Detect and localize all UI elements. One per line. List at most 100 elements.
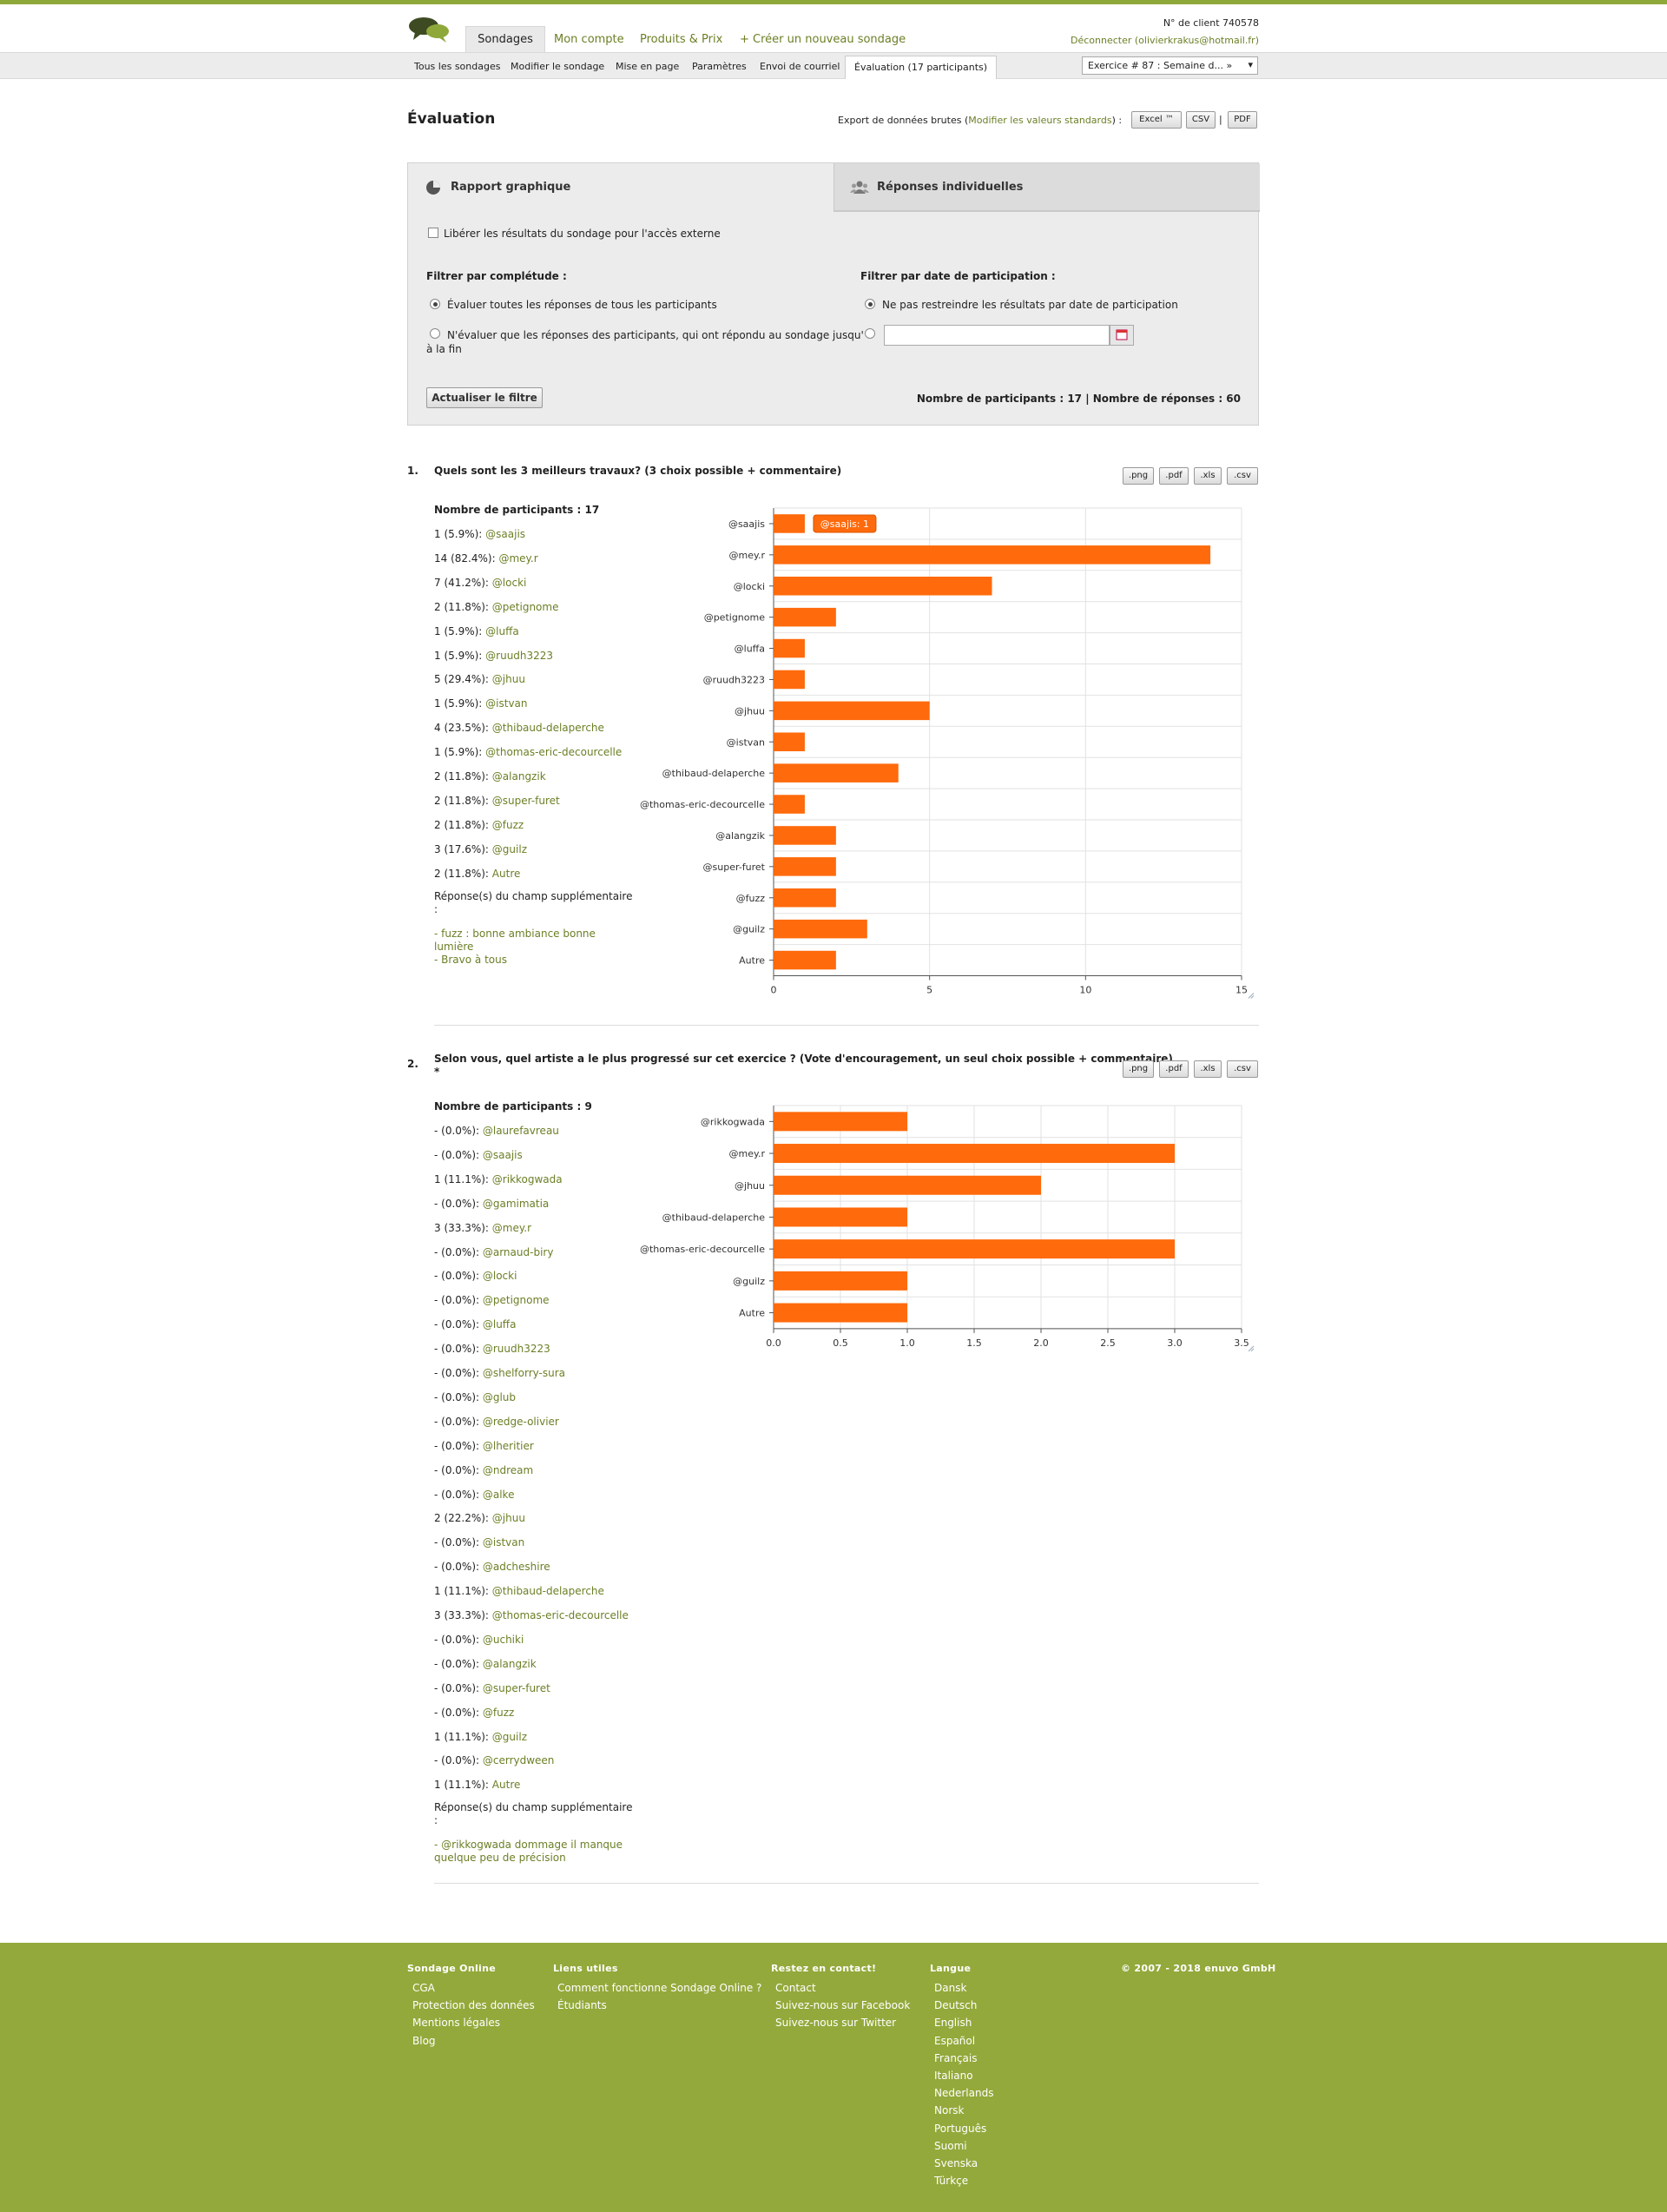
tab-mon-compte[interactable]: Mon compte	[554, 33, 624, 46]
footer-link[interactable]: Deutsch	[934, 1999, 978, 2012]
export-csv-button[interactable]: CSV	[1186, 111, 1216, 129]
bar[interactable]	[774, 576, 992, 596]
radio-all-responses[interactable]	[430, 299, 440, 309]
modify-defaults-link[interactable]: Modifier les valeurs standards	[968, 115, 1112, 126]
answer-name-link[interactable]: @jhuu	[491, 1512, 525, 1525]
answer-name-link[interactable]: @locki	[491, 576, 527, 589]
bar[interactable]	[774, 1175, 1041, 1195]
bar[interactable]	[774, 795, 805, 814]
footer-link[interactable]: Comment fonctionne Sondage Online ?	[557, 1982, 762, 1994]
answer-name-link[interactable]: @alke	[482, 1488, 515, 1501]
radio-no-date-restriction[interactable]	[865, 299, 875, 309]
bar[interactable]	[774, 1239, 1175, 1259]
bar[interactable]	[774, 1144, 1175, 1164]
footer-link[interactable]: Contact	[775, 1982, 816, 1994]
bar[interactable]	[774, 1303, 907, 1323]
answer-name-link[interactable]: @saajis	[482, 1148, 523, 1161]
answer-name-link[interactable]: @mey.r	[491, 1221, 532, 1234]
answer-name-link[interactable]: @glub	[482, 1390, 517, 1403]
bar[interactable]	[774, 888, 836, 908]
answer-name-link[interactable]: @guilz	[491, 1730, 527, 1743]
update-filter-button[interactable]: Actualiser le filtre	[426, 387, 543, 408]
logout-link[interactable]: Déconnecter (olivierkrakus@hotmail.fr)	[1071, 35, 1259, 46]
exercise-select[interactable]: Exercice # 87 : Semaine d... » ▾	[1082, 56, 1258, 75]
tab-create-survey[interactable]: + Créer un nouveau sondage	[740, 33, 906, 46]
answer-name-link[interactable]: @cerrydween	[482, 1754, 555, 1767]
tab-sondages[interactable]: Sondages	[465, 26, 545, 52]
q2-download-xls[interactable]: .xls	[1194, 1060, 1222, 1078]
resize-handle-icon[interactable]	[1248, 1345, 1255, 1352]
export-pdf-button[interactable]: PDF	[1228, 111, 1257, 129]
answer-name-link[interactable]: @guilz	[491, 842, 527, 855]
answer-name-link[interactable]: Autre	[491, 1779, 521, 1792]
footer-link[interactable]: Nederlands	[934, 2087, 994, 2100]
q2-download-csv[interactable]: .csv	[1227, 1060, 1258, 1078]
q2-download-pdf[interactable]: .pdf	[1159, 1060, 1189, 1078]
speech-bubbles-logo-icon[interactable]	[406, 16, 451, 43]
bar[interactable]	[774, 1271, 907, 1291]
footer-link[interactable]: Suivez-nous sur Facebook	[775, 1999, 911, 2012]
footer-link[interactable]: Español	[934, 2034, 976, 2047]
answer-name-link[interactable]: @ndream	[482, 1463, 534, 1476]
export-excel-button[interactable]: Excel ™	[1131, 111, 1182, 129]
tab-individual-responses[interactable]: Réponses individuelles	[834, 163, 1260, 212]
answer-name-link[interactable]: @super-furet	[482, 1681, 550, 1694]
bar[interactable]	[774, 1112, 907, 1132]
answer-name-link[interactable]: @jhuu	[491, 673, 525, 686]
q1-download-csv[interactable]: .csv	[1227, 467, 1258, 485]
footer-link[interactable]: Français	[934, 2051, 978, 2064]
answer-name-link[interactable]: @ruudh3223	[485, 649, 554, 662]
footer-link[interactable]: Italiano	[934, 2070, 973, 2082]
footer-link[interactable]: Português	[934, 2122, 987, 2135]
answer-name-link[interactable]: @petignome	[482, 1294, 550, 1307]
answer-name-link[interactable]: @locki	[482, 1270, 517, 1283]
footer-link[interactable]: Norsk	[934, 2104, 965, 2117]
answer-name-link[interactable]: @uchiki	[482, 1633, 524, 1646]
footer-link[interactable]: CGA	[412, 1982, 435, 1994]
subnav-evaluation[interactable]: Évaluation (17 participants)	[845, 56, 998, 79]
bar[interactable]	[774, 826, 836, 845]
bar[interactable]	[774, 1207, 907, 1227]
answer-name-link[interactable]: @gamimatia	[482, 1197, 550, 1210]
answer-name-link[interactable]: @mey.r	[498, 551, 538, 565]
answer-name-link[interactable]: @alangzik	[482, 1657, 537, 1670]
subnav-layout[interactable]: Mise en page	[616, 61, 680, 72]
bar[interactable]	[774, 545, 1211, 565]
answer-name-link[interactable]: @rikkogwada	[491, 1172, 563, 1185]
bar[interactable]	[774, 670, 805, 690]
answer-name-link[interactable]: @fuzz	[482, 1706, 515, 1719]
release-results-checkbox[interactable]	[428, 228, 438, 238]
answer-name-link[interactable]: @luffa	[485, 624, 519, 637]
subnav-all-surveys[interactable]: Tous les sondages	[414, 61, 501, 72]
answer-name-link[interactable]: @istvan	[482, 1536, 525, 1549]
bar[interactable]	[774, 701, 930, 721]
answer-name-link[interactable]: @fuzz	[491, 818, 524, 831]
bar[interactable]	[774, 607, 836, 627]
footer-link[interactable]: Svenska	[934, 2157, 978, 2169]
bar[interactable]	[774, 919, 867, 939]
bar[interactable]	[774, 950, 836, 970]
answer-name-link[interactable]: @saajis	[485, 528, 526, 540]
answer-name-link[interactable]: @alangzik	[491, 770, 546, 782]
resize-handle-icon[interactable]	[1248, 993, 1255, 999]
answer-name-link[interactable]: @super-furet	[491, 794, 560, 807]
q2-download-png[interactable]: .png	[1123, 1060, 1154, 1078]
radio-complete-only[interactable]	[430, 328, 440, 339]
answer-name-link[interactable]: @laurefavreau	[482, 1125, 559, 1137]
footer-link[interactable]: Protection des données	[412, 1999, 535, 2012]
bar[interactable]	[774, 514, 805, 533]
answer-name-link[interactable]: @ruudh3223	[482, 1343, 550, 1356]
tab-produits-prix[interactable]: Produits & Prix	[640, 33, 723, 46]
subnav-settings[interactable]: Paramètres	[692, 61, 747, 72]
q1-download-png[interactable]: .png	[1123, 467, 1154, 485]
answer-name-link[interactable]: @shelforry-sura	[482, 1367, 566, 1379]
subnav-email[interactable]: Envoi de courriel	[760, 61, 840, 72]
bar[interactable]	[774, 732, 805, 752]
answer-name-link[interactable]: @thibaud-delaperche	[491, 1585, 604, 1598]
footer-link[interactable]: Étudiants	[557, 1999, 607, 2012]
answer-name-link[interactable]: @thomas-eric-decourcelle	[491, 1609, 629, 1621]
answer-name-link[interactable]: @lheritier	[482, 1439, 534, 1452]
footer-link[interactable]: Dansk	[934, 1982, 967, 1994]
date-input[interactable]	[884, 325, 1110, 346]
answer-name-link[interactable]: @luffa	[482, 1318, 517, 1331]
